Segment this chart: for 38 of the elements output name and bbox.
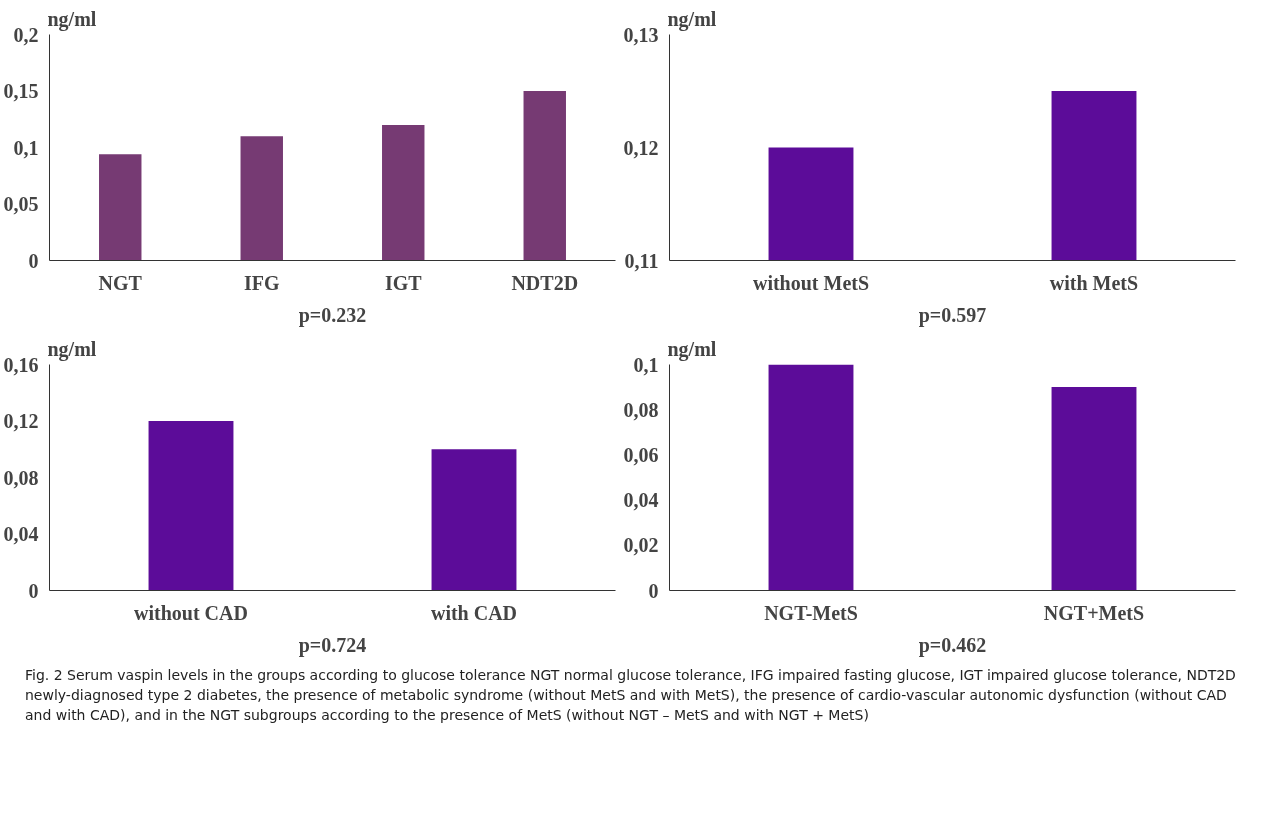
y-tick-label: 0 (28, 249, 39, 272)
x-tick-label: IGT (384, 271, 423, 294)
y-tick-label: 0,11 (624, 249, 659, 272)
text: p=0.462 (918, 633, 987, 657)
text: p=0.597 (918, 303, 987, 327)
y-tick-label: 0,04 (623, 489, 659, 512)
y-tick-label: 0,1 (13, 136, 39, 159)
x-tick-label: NGT (98, 271, 143, 294)
y-tick-label: 0 (648, 579, 659, 602)
y-tick-label: 0,1 (633, 353, 659, 376)
y-tick-label: 0,15 (3, 80, 39, 102)
y-tick-label: 0,12 (623, 136, 659, 159)
x-tick-label: with MetS (1049, 271, 1139, 294)
y-axis-title: ng/ml (667, 337, 717, 361)
y-tick-label: 0,12 (3, 410, 39, 432)
x-tick-label: IFG (243, 271, 280, 294)
y-axis-title: ng/ml (667, 7, 717, 31)
y-tick-label: 0,04 (3, 523, 39, 545)
x-tick-label: NDT2D (511, 271, 579, 294)
y-tick-label: 0,02 (623, 534, 659, 557)
y-tick-label: 0,08 (3, 466, 39, 489)
y-tick-label: 0,05 (3, 193, 39, 215)
y-tick-label: 0,2 (13, 23, 39, 46)
text: p=0.232 (298, 303, 367, 327)
y-axis-title: ng/ml (47, 337, 97, 361)
x-tick-label: NGT+MetS (1043, 601, 1145, 624)
y-axis-title: ng/ml (47, 7, 97, 31)
y-tick-label: 0,13 (623, 23, 659, 46)
x-tick-label: without MetS (752, 271, 870, 294)
x-tick-label: without CAD (134, 601, 248, 624)
x-tick-label: NGT-MetS (764, 601, 858, 624)
caption: Fig. 2 Serum vaspin levels in the groups according to glucose tolerance NGT normal glucose tolerance, IFG impaired fasting glucose, IGT impaired glucose tolerance, NDT2D newly-diagnosed type 2 diabetes, the presence of metabolic syndrome (without MetS and with MetS), the presence of cardio-vascular autonomic dysfunction (without CAD and with CAD), and in the NGT subgroups according to the presence of MetS (without NGT – MetS and with NGT + MetS) (25, 666, 1237, 725)
text: p=0.724 (298, 633, 367, 657)
y-tick-label: 0,08 (623, 398, 659, 421)
y-tick-label: 0 (28, 579, 39, 602)
x-tick-label: with CAD (430, 601, 518, 624)
y-tick-label: 0,06 (623, 443, 659, 466)
y-tick-label: 0,16 (3, 353, 39, 376)
